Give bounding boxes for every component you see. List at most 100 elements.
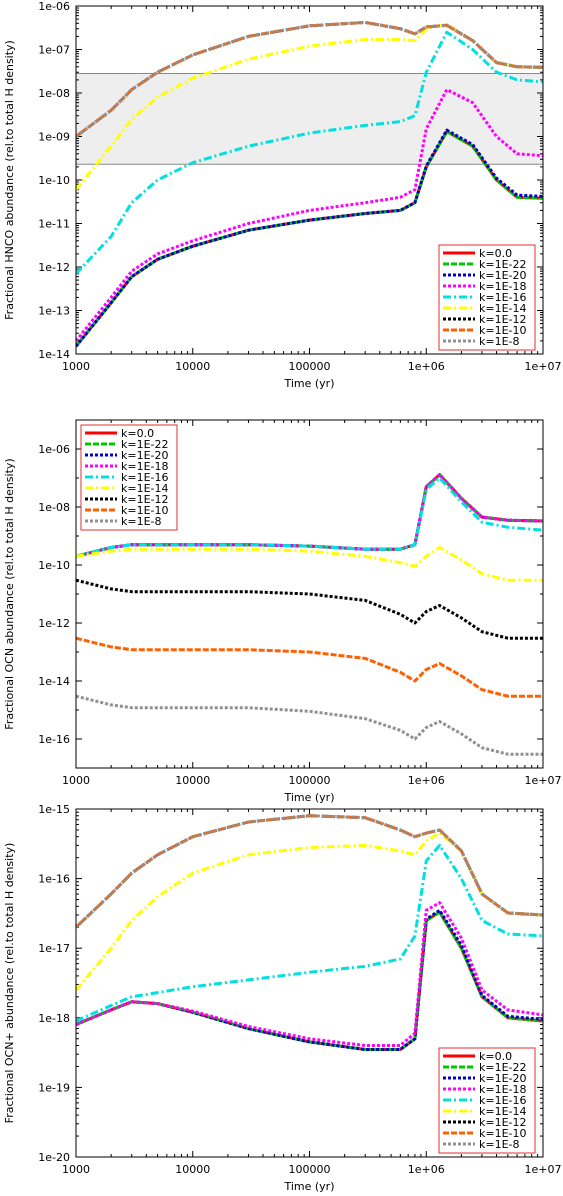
y-tick-label: 1e-08 bbox=[38, 501, 70, 514]
legend-label: k=1E-20 bbox=[479, 1072, 527, 1085]
y-tick-label: 1e-09 bbox=[38, 131, 70, 144]
legend-label: k=1E-22 bbox=[479, 1061, 527, 1074]
y-axis-title: Fractional OCN abundance (rel.to total H… bbox=[3, 458, 16, 729]
x-tick-label: 10000 bbox=[175, 774, 210, 787]
x-tick-label: 100000 bbox=[289, 360, 331, 373]
y-tick-label: 1e-15 bbox=[38, 803, 70, 816]
legend: k=0.0k=1E-22k=1E-20k=1E-18k=1E-16k=1E-14… bbox=[438, 244, 536, 351]
legend-label: k=1E-16 bbox=[479, 291, 527, 304]
x-tick-label: 100000 bbox=[289, 1163, 331, 1176]
legend-label: k=1E-12 bbox=[479, 1116, 527, 1129]
legend-label: k=1E-10 bbox=[479, 1127, 527, 1140]
y-tick-label: 1e-10 bbox=[38, 559, 70, 572]
y-tick-label: 1e-17 bbox=[38, 942, 70, 955]
x-tick-label: 1000 bbox=[62, 360, 90, 373]
plot-frame bbox=[75, 419, 544, 769]
series-line-k-1e-10 bbox=[76, 814, 543, 929]
legend-label: k=1E-16 bbox=[479, 1094, 527, 1107]
series-group bbox=[76, 20, 543, 348]
series-line-k-1e-8 bbox=[76, 814, 543, 929]
y-tick-label: 1e-10 bbox=[38, 174, 70, 187]
y-tick-label: 1e-14 bbox=[38, 348, 70, 361]
series-line-k-1e-10 bbox=[76, 636, 543, 698]
y-tick-label: 1e-07 bbox=[38, 44, 70, 57]
y-tick-label: 1e-19 bbox=[38, 1081, 70, 1094]
legend-label: k=1E-20 bbox=[121, 449, 169, 462]
x-tick-label: 100000 bbox=[289, 774, 331, 787]
y-tick-label: 1e-16 bbox=[38, 873, 70, 886]
x-axis-title: Time (yr) bbox=[283, 377, 334, 390]
y-tick-label: 1e-12 bbox=[38, 261, 70, 274]
legend: k=0.0k=1E-22k=1E-20k=1E-18k=1E-16k=1E-14… bbox=[80, 424, 178, 531]
legend-label: k=0.0 bbox=[479, 1050, 512, 1063]
legend-label: k=1E-8 bbox=[479, 1138, 520, 1151]
series-line-k-1e-16 bbox=[76, 476, 543, 558]
legend-label: k=1E-14 bbox=[479, 1105, 527, 1118]
hnco-abundance-panel: 1000 10000 100000 1e+06 1e+07 1e-14 1e-13 1e-12… bbox=[3, 0, 561, 390]
ocn-abundance-panel: 1000 10000 100000 1e+06 1e+07 1e-16 1e-14 1e-12… bbox=[3, 419, 562, 804]
x-tick-label: 1e+06 bbox=[408, 1163, 445, 1176]
plot-frame bbox=[75, 808, 544, 1158]
y-tick-label: 1e-11 bbox=[38, 218, 70, 231]
legend: k=0.0k=1E-22k=1E-20k=1E-18k=1E-16k=1E-14… bbox=[438, 1047, 536, 1154]
series-line-k-1e-12 bbox=[76, 578, 543, 640]
legend-label: k=1E-8 bbox=[479, 335, 520, 348]
legend-label: k=1E-16 bbox=[121, 471, 169, 484]
y-axis-title: Fractional OCN+ abundance (rel.to total … bbox=[3, 843, 16, 1124]
x-axis-title: Time (yr) bbox=[283, 1180, 334, 1193]
series-group bbox=[76, 814, 543, 1051]
legend-label: k=1E-14 bbox=[479, 302, 527, 315]
legend-label: k=1E-22 bbox=[121, 438, 169, 451]
legend-label: k=1E-12 bbox=[121, 493, 169, 506]
x-tick-label: 1000 bbox=[62, 1163, 90, 1176]
y-tick-label: 1e-08 bbox=[38, 87, 70, 100]
legend-label: k=1E-22 bbox=[479, 258, 527, 271]
legend-label: k=1E-12 bbox=[479, 313, 527, 326]
legend-label: k=1E-14 bbox=[121, 482, 169, 495]
series-line-k-1e-20 bbox=[76, 128, 543, 348]
series-line-k-1e-8 bbox=[76, 20, 543, 138]
legend-label: k=1E-18 bbox=[121, 460, 169, 473]
legend-label: k=0.0 bbox=[479, 247, 512, 260]
series-line-k-1e-16 bbox=[76, 843, 543, 1023]
ocn-plus-abundance-panel: 1000 10000 100000 1e+06 1e+07 1e-20 1e-19 1e-18… bbox=[3, 803, 561, 1193]
series-line-k-1e-22 bbox=[76, 910, 543, 1051]
series-line-k-1e-16 bbox=[76, 30, 543, 275]
x-tick-label: 1e+07 bbox=[525, 1163, 562, 1176]
observed-abundance-band bbox=[76, 73, 543, 165]
x-tick-label: 10000 bbox=[175, 360, 210, 373]
x-tick-label: 10000 bbox=[175, 1163, 210, 1176]
x-tick-label: 1e+06 bbox=[408, 360, 445, 373]
y-tick-label: 1e-18 bbox=[38, 1012, 70, 1025]
series-line-k-1e-14 bbox=[76, 546, 543, 582]
series-line-k-0-0 bbox=[76, 910, 543, 1051]
y-tick-label: 1e-06 bbox=[38, 0, 70, 13]
legend-label: k=1E-10 bbox=[121, 504, 169, 517]
series-group bbox=[76, 473, 543, 756]
series-line-k-1e-18 bbox=[76, 901, 543, 1047]
y-tick-label: 1e-16 bbox=[38, 733, 70, 746]
series-line-k-1e-18 bbox=[76, 88, 543, 342]
x-tick-label: 1e+06 bbox=[408, 774, 445, 787]
plot-frame bbox=[75, 5, 544, 355]
x-axis-title: Time (yr) bbox=[283, 791, 334, 804]
y-tick-label: 1e-20 bbox=[38, 1151, 70, 1164]
y-tick-label: 1e-14 bbox=[38, 675, 70, 688]
y-tick-label: 1e-13 bbox=[38, 305, 70, 318]
legend-label: k=1E-10 bbox=[479, 324, 527, 337]
x-tick-label: 1e+07 bbox=[525, 360, 562, 373]
legend-label: k=0.0 bbox=[121, 427, 154, 440]
x-tick-label: 1e+07 bbox=[525, 774, 562, 787]
series-line-k-1e-12 bbox=[76, 814, 543, 929]
series-line-k-1e-8 bbox=[76, 694, 543, 756]
y-tick-label: 1e-06 bbox=[38, 443, 70, 456]
legend-label: k=1E-20 bbox=[479, 269, 527, 282]
legend-label: k=1E-18 bbox=[479, 1083, 527, 1096]
x-tick-label: 1000 bbox=[62, 774, 90, 787]
y-axis-title: Fractional HNCO abundance (rel.to total … bbox=[3, 40, 16, 320]
series-line-k-1e-14 bbox=[76, 831, 543, 992]
legend-label: k=1E-18 bbox=[479, 280, 527, 293]
series-line-k-1e-20 bbox=[76, 908, 543, 1051]
legend-label: k=1E-8 bbox=[121, 515, 162, 528]
